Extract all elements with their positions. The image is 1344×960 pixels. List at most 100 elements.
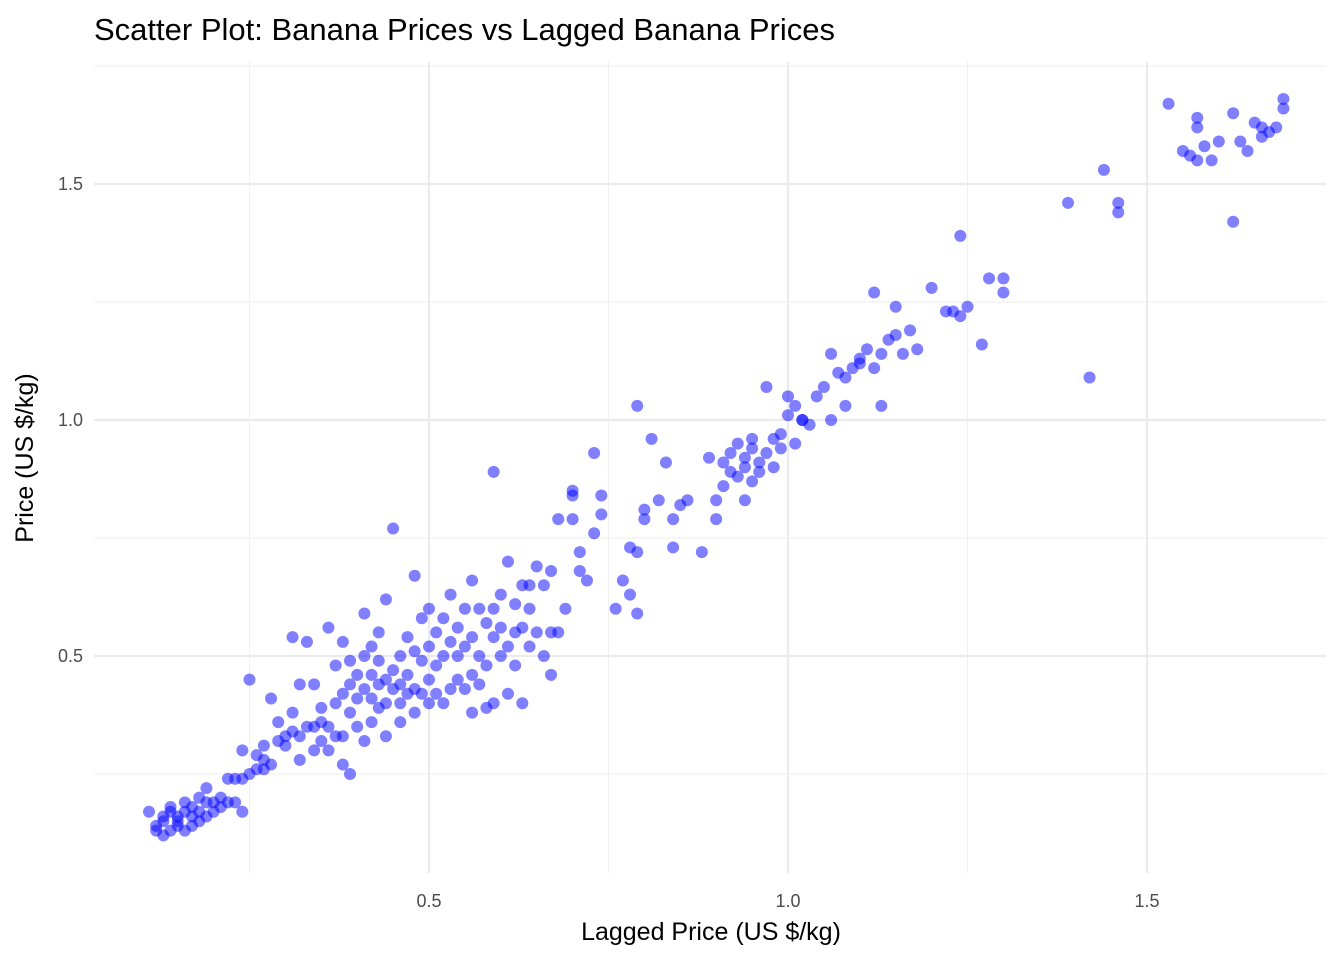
data-point <box>853 357 866 370</box>
data-point <box>746 442 759 455</box>
data-point <box>279 739 292 752</box>
data-point <box>401 631 414 644</box>
data-point <box>609 602 622 615</box>
data-point <box>889 329 902 342</box>
x-tick-label: 0.5 <box>416 891 441 911</box>
data-point <box>344 678 357 691</box>
data-point <box>695 546 708 559</box>
data-point <box>365 640 378 653</box>
data-point <box>710 494 723 507</box>
data-point <box>638 513 651 526</box>
y-axis-label: Price (US $/kg) <box>11 373 39 542</box>
data-point <box>358 734 371 747</box>
data-point <box>322 720 335 733</box>
data-point <box>257 739 270 752</box>
data-point <box>351 692 364 705</box>
data-point <box>487 465 500 478</box>
data-point <box>624 588 637 601</box>
data-point <box>523 602 536 615</box>
data-point <box>300 635 313 648</box>
data-point <box>825 347 838 360</box>
data-point <box>293 753 306 766</box>
data-point <box>358 683 371 696</box>
data-point <box>458 640 471 653</box>
data-point <box>494 650 507 662</box>
data-point <box>616 574 629 587</box>
data-point <box>767 461 780 474</box>
data-point <box>717 456 730 469</box>
data-point <box>494 621 507 634</box>
data-point <box>537 650 550 662</box>
data-point <box>315 734 328 747</box>
data-point <box>293 678 306 691</box>
data-point <box>423 673 435 686</box>
data-point <box>523 640 536 653</box>
data-point <box>437 612 450 625</box>
data-point <box>336 758 349 771</box>
data-point <box>997 272 1010 285</box>
data-point <box>1097 163 1110 176</box>
data-point <box>336 730 349 743</box>
data-point <box>825 414 838 426</box>
data-point <box>243 673 256 686</box>
data-point <box>437 650 450 662</box>
data-point <box>379 593 392 606</box>
data-point <box>530 560 543 573</box>
data-point <box>344 706 357 719</box>
data-point <box>458 602 471 615</box>
data-point <box>487 602 500 615</box>
data-point <box>753 465 766 478</box>
data-point <box>365 692 378 705</box>
data-point <box>717 480 730 493</box>
data-point <box>394 650 407 662</box>
x-tick-label: 1.5 <box>1134 891 1159 911</box>
data-point <box>911 343 924 356</box>
data-point <box>351 668 364 681</box>
data-point <box>975 338 988 351</box>
data-point <box>1212 135 1225 148</box>
y-tick-label: 1.5 <box>58 174 83 194</box>
data-point <box>530 626 543 639</box>
y-tick-label: 0.5 <box>58 646 83 666</box>
data-point <box>638 503 651 516</box>
data-point <box>236 805 249 818</box>
data-point <box>774 428 787 441</box>
data-point <box>236 744 249 757</box>
data-point <box>480 659 493 672</box>
data-point <box>379 673 392 686</box>
data-point <box>487 631 500 644</box>
data-point <box>738 451 751 464</box>
data-point <box>344 768 357 780</box>
data-point <box>1241 144 1254 157</box>
data-point <box>229 796 242 809</box>
data-point <box>372 626 385 639</box>
data-point <box>466 574 479 587</box>
data-point <box>501 555 514 568</box>
data-point <box>724 447 737 460</box>
data-point <box>904 324 917 337</box>
data-point <box>738 461 751 474</box>
data-point <box>868 286 881 299</box>
data-point <box>365 668 378 681</box>
data-point <box>595 508 608 521</box>
data-point <box>516 621 529 634</box>
data-point <box>430 659 443 672</box>
data-point <box>1191 154 1204 167</box>
data-point <box>545 565 558 578</box>
data-point <box>444 683 457 696</box>
data-point <box>566 484 579 497</box>
data-point <box>703 451 716 464</box>
data-point <box>358 650 371 662</box>
minor-gridlines <box>94 62 1326 873</box>
data-point <box>451 621 464 634</box>
data-point <box>444 588 457 601</box>
data-point <box>164 801 177 814</box>
data-point <box>925 281 938 294</box>
data-point <box>1112 196 1125 209</box>
data-point <box>351 720 364 733</box>
data-point <box>1205 154 1218 167</box>
y-tick-label: 1.0 <box>58 410 83 430</box>
data-point <box>789 399 802 412</box>
data-point <box>365 716 378 729</box>
data-point <box>552 626 565 639</box>
